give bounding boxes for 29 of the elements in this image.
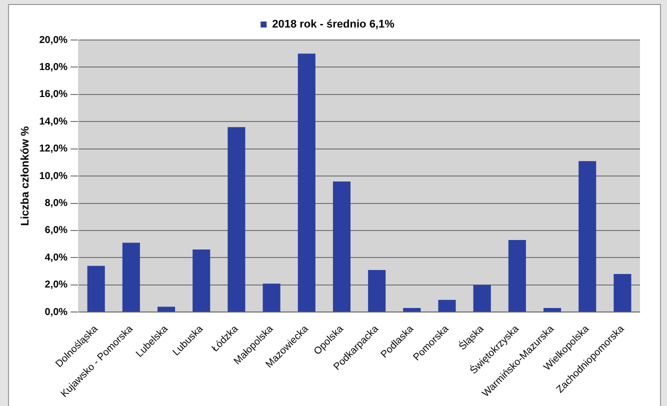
y-tick-label: 6,0% (44, 225, 68, 236)
bar (368, 270, 386, 312)
y-tick-label: 12,0% (39, 144, 68, 155)
y-tick-label: 10,0% (39, 170, 68, 182)
y-axis-title: Liczba członków % (20, 126, 32, 226)
y-tick-label: 18,0% (39, 62, 68, 73)
y-tick-label: 8,0% (44, 198, 68, 210)
y-tick-label: 14,0% (39, 116, 68, 128)
bar (578, 161, 596, 312)
bar (473, 284, 491, 312)
bar (438, 300, 456, 312)
bar (87, 266, 105, 312)
y-tick-label: 2,0% (44, 280, 68, 291)
bar (508, 240, 526, 312)
bar (192, 250, 210, 312)
legend-label: 2018 rok - średnio 6,1% (272, 18, 395, 31)
bar (122, 242, 140, 312)
bar (262, 284, 280, 312)
bar (403, 308, 421, 312)
bar (614, 274, 632, 312)
bar (298, 54, 316, 312)
bar (544, 308, 562, 312)
y-tick-label: 16,0% (39, 89, 68, 100)
bar (332, 182, 351, 312)
y-tick-label: 0,0% (44, 306, 68, 318)
y-tick-label: 20,0% (39, 34, 68, 46)
bar (158, 306, 176, 312)
bar (228, 127, 246, 312)
y-tick-label: 4,0% (44, 252, 68, 264)
